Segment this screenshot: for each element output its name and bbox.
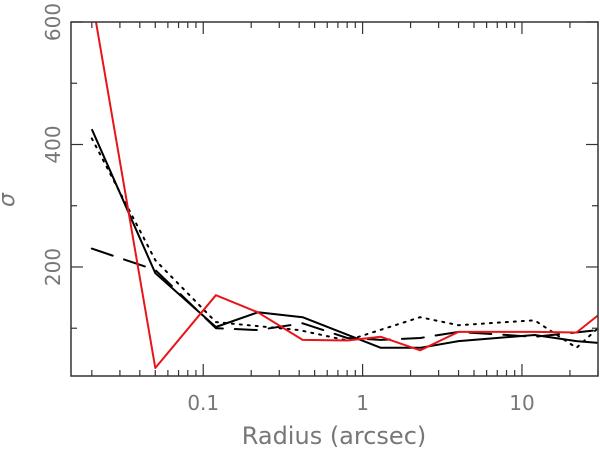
series-solid-black <box>90 128 598 349</box>
y-tick-label: 600 <box>41 3 65 41</box>
plot-frame <box>70 21 599 377</box>
x-axis-label: Radius (arcsec) <box>242 422 427 450</box>
axes: 0.1 1 10 200 400 600 <box>41 3 599 415</box>
series-solid-red <box>94 22 598 369</box>
series-dotted-black <box>90 137 598 349</box>
x-tick-label: 0.1 <box>187 391 219 415</box>
x-tick-label: 10 <box>509 391 534 415</box>
x-tick-label: 1 <box>356 391 369 415</box>
y-tick-label: 400 <box>41 125 65 163</box>
y-axis-label: σ <box>0 192 20 207</box>
series-layer <box>90 22 598 369</box>
series-dashed-black <box>90 247 598 341</box>
y-tick-label: 200 <box>41 248 65 286</box>
